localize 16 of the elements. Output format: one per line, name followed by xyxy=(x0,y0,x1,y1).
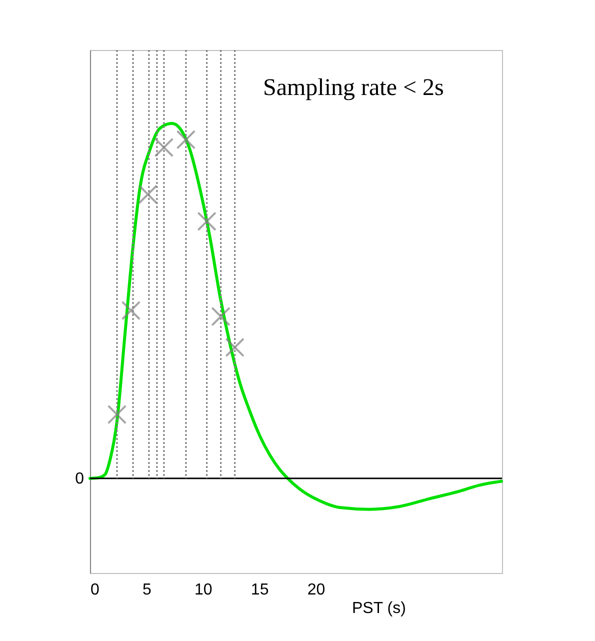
x-tick-label: 15 xyxy=(250,582,269,598)
point xyxy=(107,404,127,424)
text: Sampling rate < 2s xyxy=(263,75,444,101)
point xyxy=(154,138,174,158)
x-tick-label: 20 xyxy=(307,582,326,598)
x-axis-title: PST (s) xyxy=(352,600,406,617)
point xyxy=(138,184,158,204)
ref-line-label: 0 xyxy=(75,470,84,488)
point xyxy=(211,306,230,326)
x-tick-label: 5 xyxy=(142,582,152,598)
x-tick-label: 0 xyxy=(90,582,100,598)
point xyxy=(197,212,216,231)
point xyxy=(121,300,141,320)
x-tick-label: 10 xyxy=(194,582,212,598)
point xyxy=(176,130,196,150)
point xyxy=(225,338,244,358)
